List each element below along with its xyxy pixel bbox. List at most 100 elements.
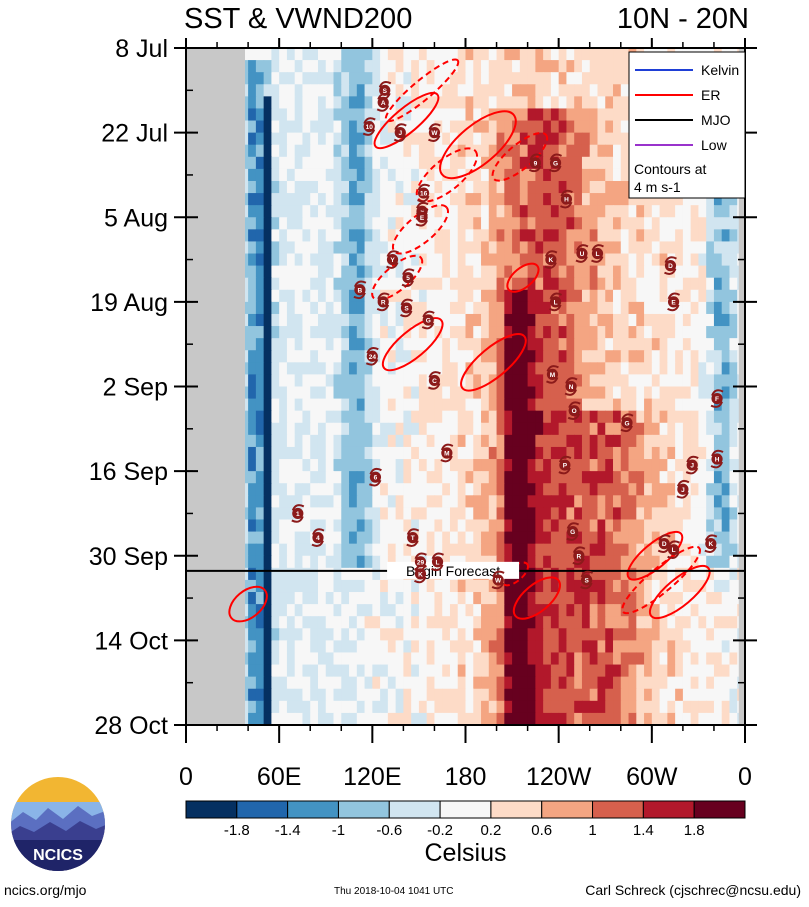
sst-cell	[729, 338, 738, 351]
sst-cell	[449, 193, 459, 206]
sst-cell	[341, 483, 350, 496]
sst-cell	[449, 410, 459, 424]
sst-cell	[341, 688, 350, 702]
sst-cell	[667, 277, 676, 291]
sst-cell	[628, 604, 637, 617]
sst-cell	[651, 676, 661, 690]
sst-cell	[302, 156, 311, 170]
sst-cell	[636, 422, 645, 436]
sst-cell	[387, 664, 397, 678]
sst-cell	[364, 519, 373, 533]
sst-cell	[675, 567, 684, 581]
sst-cell	[675, 628, 684, 641]
sst-cell	[597, 326, 606, 339]
sst-cell	[349, 398, 358, 412]
sst-cell	[286, 519, 296, 533]
sst-cell	[294, 350, 304, 363]
sst-cell	[286, 120, 296, 134]
sst-cell	[628, 507, 637, 521]
sst-cell	[286, 712, 296, 725]
sst-cell	[395, 205, 404, 218]
sst-cell	[550, 543, 560, 557]
sst-cell	[465, 700, 474, 714]
sst-cell	[317, 265, 327, 279]
sst-cell	[721, 519, 731, 533]
sst-cell	[286, 84, 296, 97]
sst-cell	[426, 386, 436, 400]
sst-cell	[527, 676, 536, 690]
sst-cell	[527, 531, 536, 545]
sst-cell	[403, 144, 412, 158]
sst-cell	[356, 301, 366, 315]
sst-cell	[589, 132, 599, 146]
sst-cell	[434, 471, 443, 484]
sst-cell	[535, 579, 544, 593]
sst-cell	[279, 446, 288, 460]
sst-cell	[248, 277, 257, 291]
sst-cell	[613, 495, 622, 508]
sst-cell	[395, 253, 404, 267]
sst-cell	[356, 265, 366, 279]
sst-cell	[729, 313, 738, 327]
sst-cell	[628, 712, 637, 725]
sst-cell	[364, 398, 373, 412]
sst-cell	[255, 555, 265, 569]
sst-cell	[279, 519, 288, 533]
sst-cell	[628, 519, 637, 533]
storm-marker-dot	[545, 253, 557, 266]
sst-cell	[263, 326, 272, 339]
sst-cell	[566, 640, 575, 654]
sst-cell	[403, 120, 412, 134]
sst-cell	[620, 48, 630, 61]
sst-cell	[675, 326, 684, 339]
sst-cell	[255, 700, 265, 714]
sst-cell	[581, 120, 591, 134]
sst-cell	[589, 628, 599, 641]
sst-cell	[395, 156, 404, 170]
sst-cell	[675, 712, 684, 725]
sst-cell	[248, 543, 257, 557]
sst-cell	[325, 313, 335, 327]
sst-cell	[535, 338, 544, 351]
sst-cell	[543, 567, 552, 581]
sst-cell	[512, 277, 521, 291]
sst-cell	[349, 712, 358, 725]
sst-cell	[636, 664, 645, 678]
sst-cell	[581, 592, 591, 605]
sst-cell	[706, 326, 715, 339]
sst-cell	[255, 193, 265, 206]
storm-marker: L	[667, 540, 681, 560]
sst-cell	[317, 241, 327, 255]
sst-cell	[434, 265, 443, 279]
sst-cell	[488, 434, 498, 448]
sst-cell	[574, 265, 583, 279]
sst-cell	[659, 386, 668, 400]
sst-cell	[574, 543, 583, 557]
sst-cell	[411, 156, 420, 170]
sst-cell	[457, 48, 467, 61]
sst-cell	[271, 301, 280, 315]
sst-cell	[294, 531, 304, 545]
sst-cell	[512, 253, 521, 267]
sst-cell	[543, 313, 552, 327]
sst-cell	[418, 229, 428, 243]
sst-cell	[574, 277, 583, 291]
storm-marker-label: 9	[534, 160, 538, 167]
sst-cell	[317, 676, 327, 690]
sst-cell	[496, 386, 505, 400]
sst-cell	[481, 700, 490, 714]
sst-cell	[349, 132, 358, 146]
sst-cell	[512, 96, 521, 110]
sst-cell	[589, 350, 599, 363]
sst-cell	[434, 422, 443, 436]
sst-cell	[504, 108, 513, 122]
sst-cell	[395, 229, 404, 243]
sst-cell	[317, 688, 327, 702]
sst-cell	[504, 205, 513, 218]
sst-cell	[667, 229, 676, 243]
sst-cell	[442, 241, 451, 255]
sst-cell	[651, 471, 661, 484]
sst-cell	[597, 193, 606, 206]
sst-cell	[721, 555, 731, 569]
sst-cell	[310, 664, 319, 678]
